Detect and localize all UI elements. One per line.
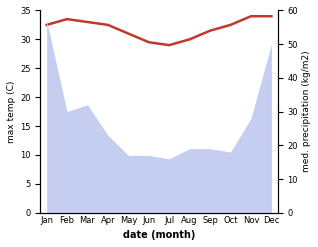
X-axis label: date (month): date (month) <box>123 230 195 240</box>
Y-axis label: med. precipitation (kg/m2): med. precipitation (kg/m2) <box>302 51 311 172</box>
Y-axis label: max temp (C): max temp (C) <box>7 80 16 143</box>
